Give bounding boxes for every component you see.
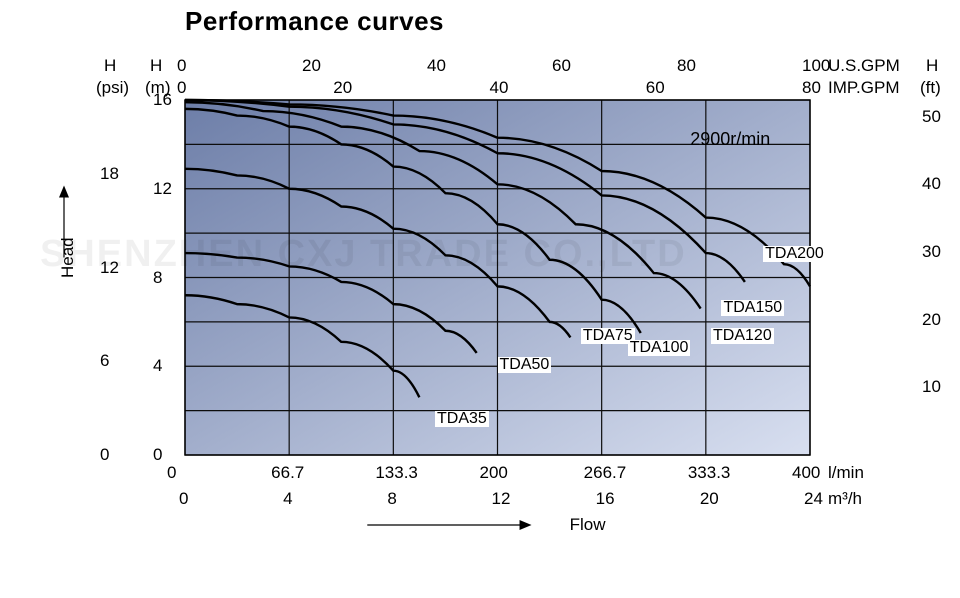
xtick-m3h: 16: [596, 489, 615, 509]
xtick-m3h: 0: [179, 489, 188, 509]
x-unit-m3h: m³/h: [828, 489, 862, 509]
xtick-lmin: 400: [792, 463, 820, 483]
y-unit-psi: (psi): [96, 78, 129, 98]
y-unit-m: (m): [145, 78, 170, 98]
y-title-ft: H: [926, 56, 938, 76]
xtick-usgpm: 100: [802, 56, 830, 76]
chart-title: Performance curves: [185, 6, 444, 37]
xtick-usgpm: 80: [677, 56, 696, 76]
xtick-impgpm: 40: [490, 78, 509, 98]
y-title-psi: H: [104, 56, 116, 76]
xtick-lmin: 266.7: [584, 463, 627, 483]
ytick-m: 12: [153, 179, 172, 199]
ytick-ft: 10: [922, 377, 941, 397]
xtick-lmin: 0: [167, 463, 176, 483]
xtick-m3h: 20: [700, 489, 719, 509]
xtick-lmin: 133.3: [375, 463, 418, 483]
xtick-impgpm: 20: [333, 78, 352, 98]
ytick-ft: 40: [922, 174, 941, 194]
xtick-m3h: 8: [387, 489, 396, 509]
x-unit-lmin: l/min: [828, 463, 864, 483]
rpm-note: 2900r/min: [690, 129, 770, 150]
xtick-lmin: 66.7: [271, 463, 304, 483]
y-unit-ft: (ft): [920, 78, 941, 98]
xtick-lmin: 333.3: [688, 463, 731, 483]
ytick-psi: 18: [100, 164, 119, 184]
xtick-usgpm: 60: [552, 56, 571, 76]
curve-label-tda50: TDA50: [498, 357, 552, 373]
curve-label-tda120: TDA120: [711, 328, 774, 344]
xtick-m3h: 24: [804, 489, 823, 509]
flow-label: Flow: [570, 515, 606, 535]
xtick-impgpm: 80: [802, 78, 821, 98]
ytick-psi: 0: [100, 445, 109, 465]
ytick-ft: 30: [922, 242, 941, 262]
ytick-m: 0: [153, 445, 162, 465]
ytick-m: 4: [153, 356, 162, 376]
xtick-impgpm: 60: [646, 78, 665, 98]
curve-label-tda35: TDA35: [435, 411, 489, 427]
xtick-usgpm: 40: [427, 56, 446, 76]
curve-label-tda100: TDA100: [628, 340, 691, 356]
xtick-usgpm: 20: [302, 56, 321, 76]
xtick-usgpm: 0: [177, 56, 186, 76]
curve-label-tda75: TDA75: [581, 328, 635, 344]
ytick-ft: 20: [922, 310, 941, 330]
ytick-psi: 6: [100, 351, 109, 371]
xtick-m3h: 12: [492, 489, 511, 509]
x-unit-impgpm: IMP.GPM: [828, 78, 899, 98]
xtick-m3h: 4: [283, 489, 292, 509]
xtick-impgpm: 0: [177, 78, 186, 98]
y-title-m: H: [150, 56, 162, 76]
curve-label-tda200: TDA200: [763, 246, 826, 262]
curve-label-tda150: TDA150: [721, 300, 784, 316]
ytick-ft: 50: [922, 107, 941, 127]
xtick-lmin: 200: [480, 463, 508, 483]
watermark: SHENZHEN CXJ TRADE CO.,LTD: [40, 233, 687, 276]
x-unit-usgpm: U.S.GPM: [828, 56, 900, 76]
